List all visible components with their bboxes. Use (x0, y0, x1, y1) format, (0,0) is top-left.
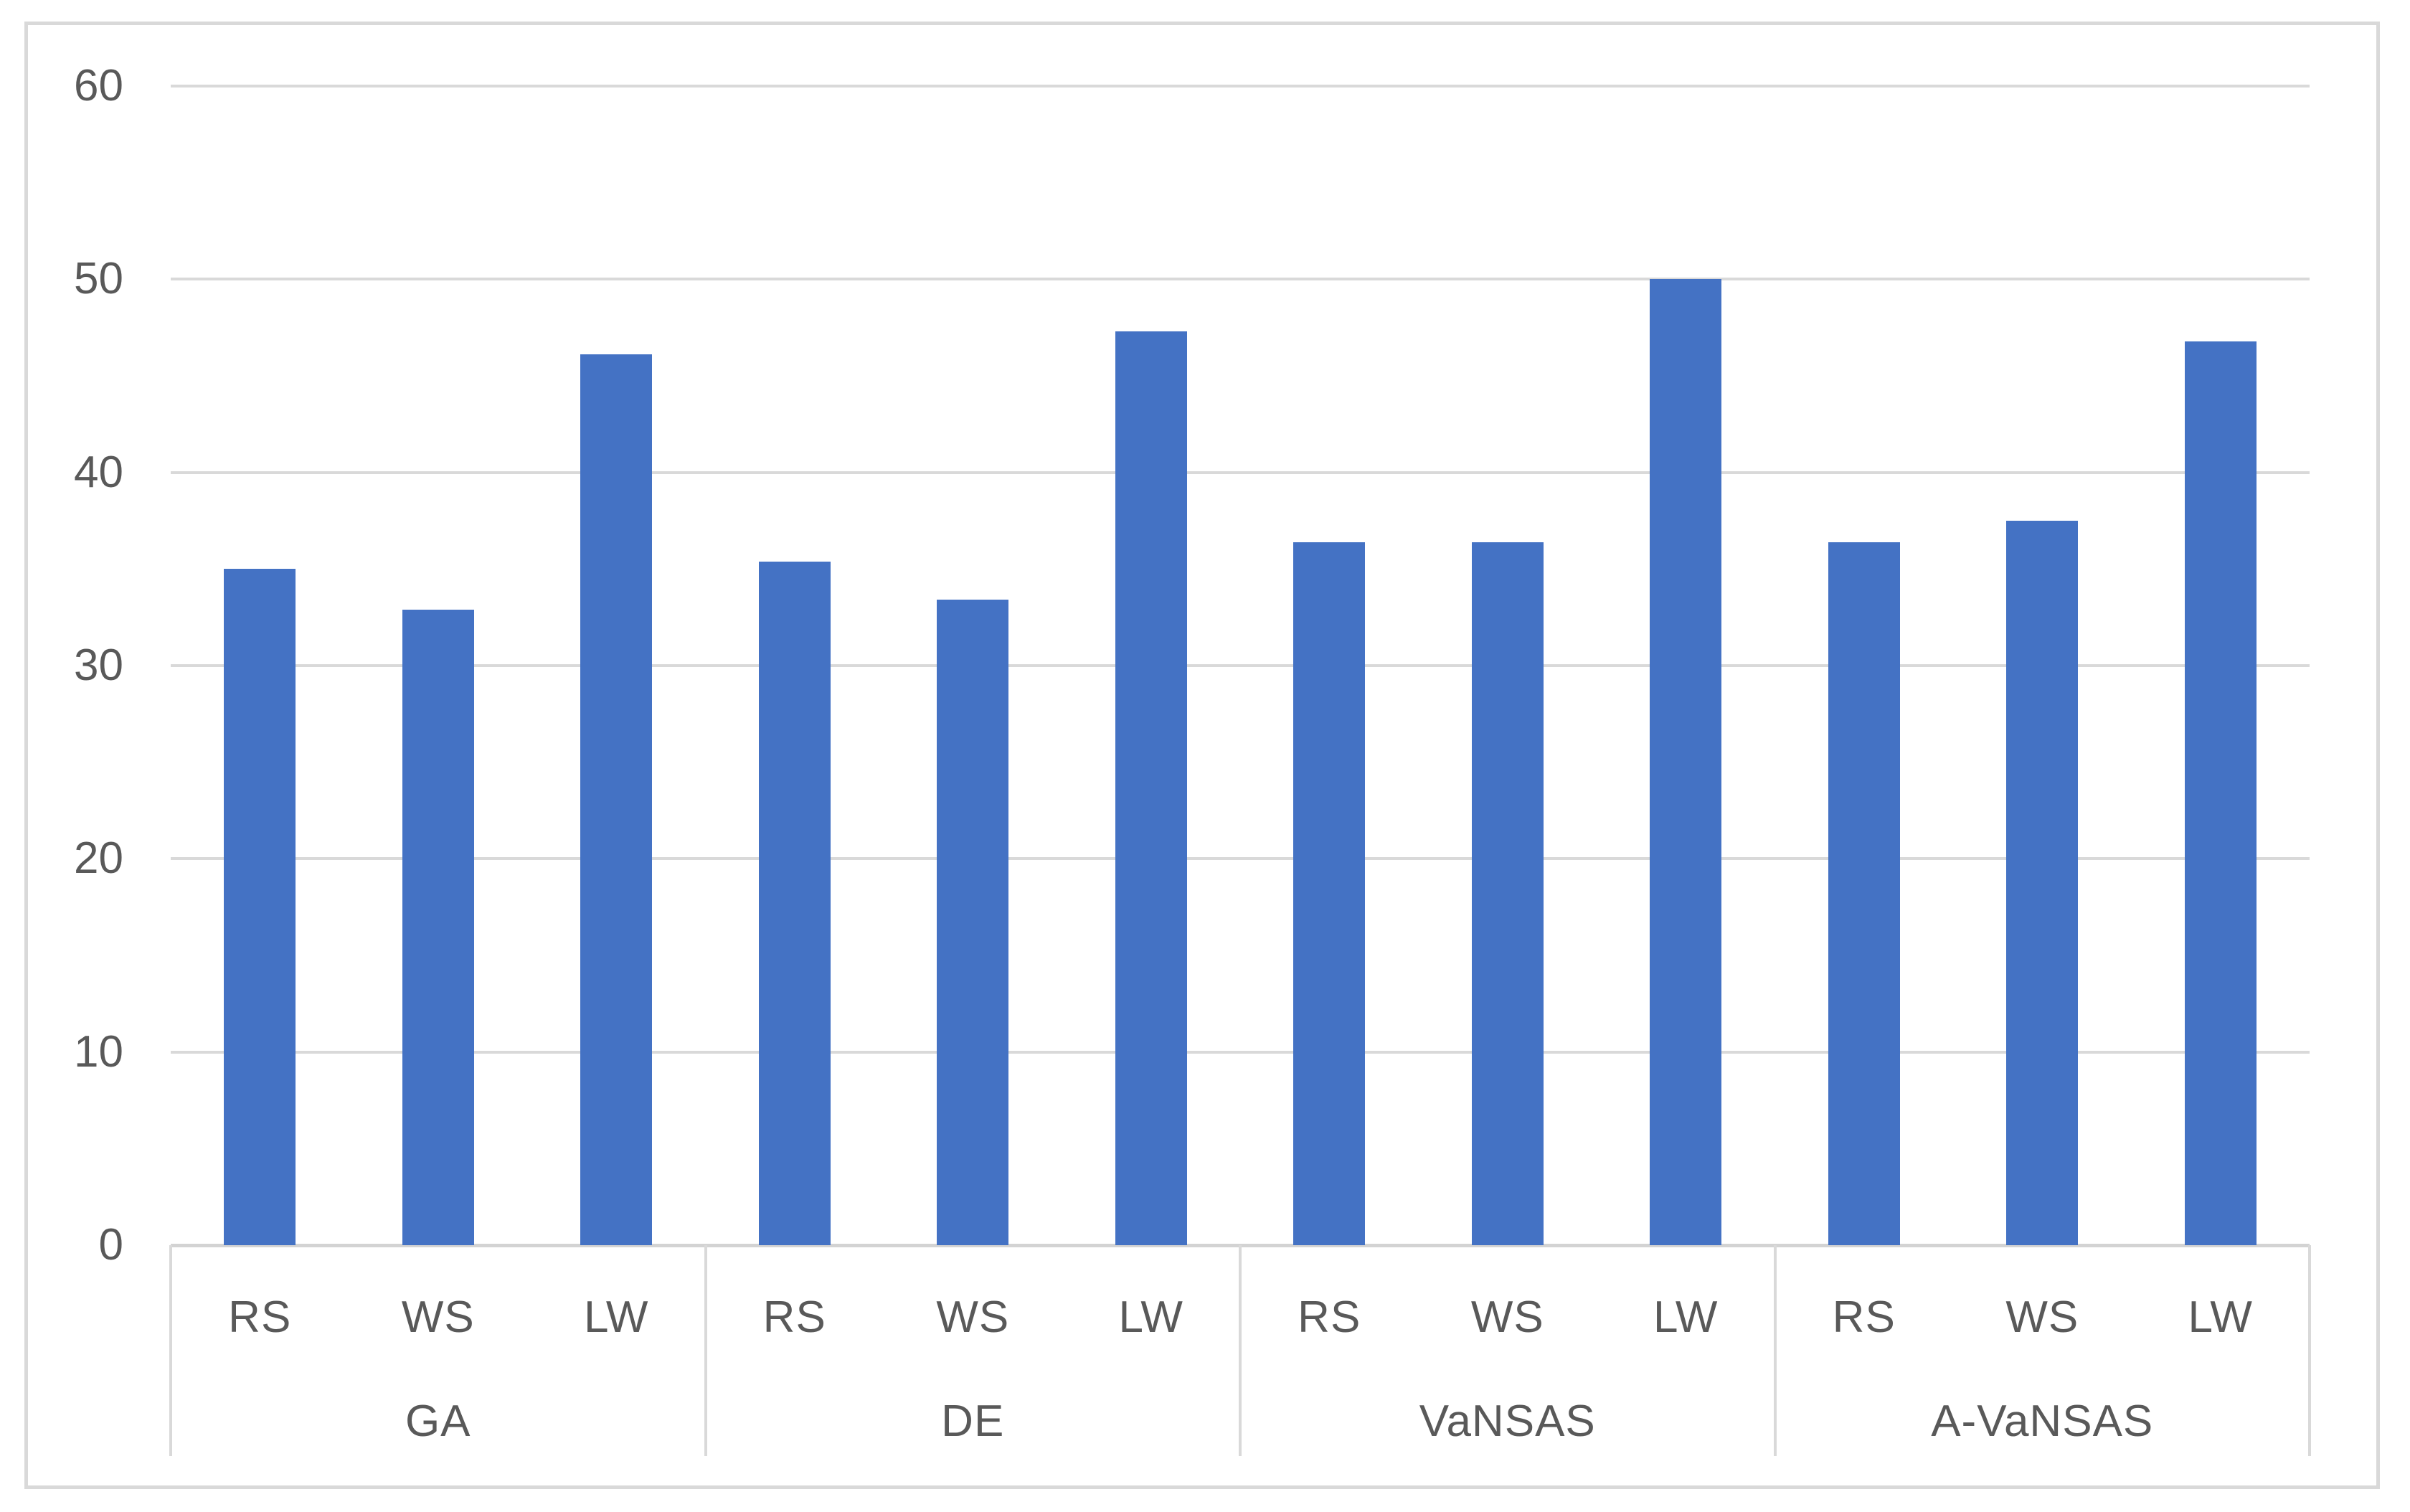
category-tick-label-VaNSAS-RS: RS (1298, 1293, 1361, 1342)
group-label-GA: GA (405, 1397, 471, 1446)
category-separator (704, 1245, 707, 1456)
category-separator (169, 1245, 172, 1456)
bar-DE-WS (937, 600, 1009, 1245)
category-tick-label-VaNSAS-WS: WS (1470, 1293, 1544, 1342)
bar-GA-LW (580, 354, 653, 1245)
y-tick-label-0: 0 (98, 1220, 123, 1270)
gridline-60 (171, 85, 2310, 88)
category-tick-label-A-VaNSAS-RS: RS (1832, 1293, 1896, 1342)
gridline-10 (171, 1050, 2310, 1054)
bar-A-VaNSAS-WS (2006, 521, 2079, 1245)
category-tick-label-A-VaNSAS-WS: WS (2005, 1293, 2079, 1342)
bar-DE-LW (1115, 331, 1187, 1245)
bar-GA-RS (224, 569, 296, 1245)
y-tick-label-20: 20 (74, 833, 123, 884)
y-tick-label-10: 10 (74, 1026, 123, 1077)
gridline-40 (171, 471, 2310, 474)
group-label-VaNSAS: VaNSAS (1419, 1397, 1596, 1446)
category-tick-label-VaNSAS-LW: LW (1653, 1293, 1719, 1342)
gridline-50 (171, 278, 2310, 281)
category-tick-label-GA-LW: LW (584, 1293, 649, 1342)
category-tick-label-GA-RS: RS (228, 1293, 292, 1342)
bar-DE-RS (758, 561, 831, 1245)
bar-VaNSAS-WS (1471, 542, 1544, 1245)
category-tick-label-GA-WS: WS (401, 1293, 475, 1342)
gridline-20 (171, 857, 2310, 861)
y-tick-label-40: 40 (74, 447, 123, 497)
category-tick-label-DE-RS: RS (762, 1293, 826, 1342)
bar-GA-WS (402, 609, 474, 1245)
y-tick-label-60: 60 (74, 61, 123, 110)
group-label-DE: DE (941, 1397, 1005, 1446)
category-tick-label-A-VaNSAS-LW: LW (2188, 1293, 2253, 1342)
bar-A-VaNSAS-LW (2184, 341, 2257, 1245)
category-separator (1773, 1245, 1777, 1456)
y-tick-label-50: 50 (74, 254, 123, 304)
category-separator (1239, 1245, 1242, 1456)
gridline-30 (171, 664, 2310, 667)
figure-border (24, 22, 2380, 1489)
group-label-A-VaNSAS: A-VaNSAS (1931, 1397, 2154, 1446)
category-separator (2308, 1245, 2311, 1456)
bar-VaNSAS-LW (1650, 279, 1722, 1245)
bar-VaNSAS-RS (1293, 542, 1366, 1245)
category-tick-label-DE-LW: LW (1118, 1293, 1183, 1342)
y-tick-label-30: 30 (74, 641, 123, 690)
category-tick-label-DE-WS: WS (936, 1293, 1010, 1342)
bar-A-VaNSAS-RS (1828, 542, 1900, 1245)
